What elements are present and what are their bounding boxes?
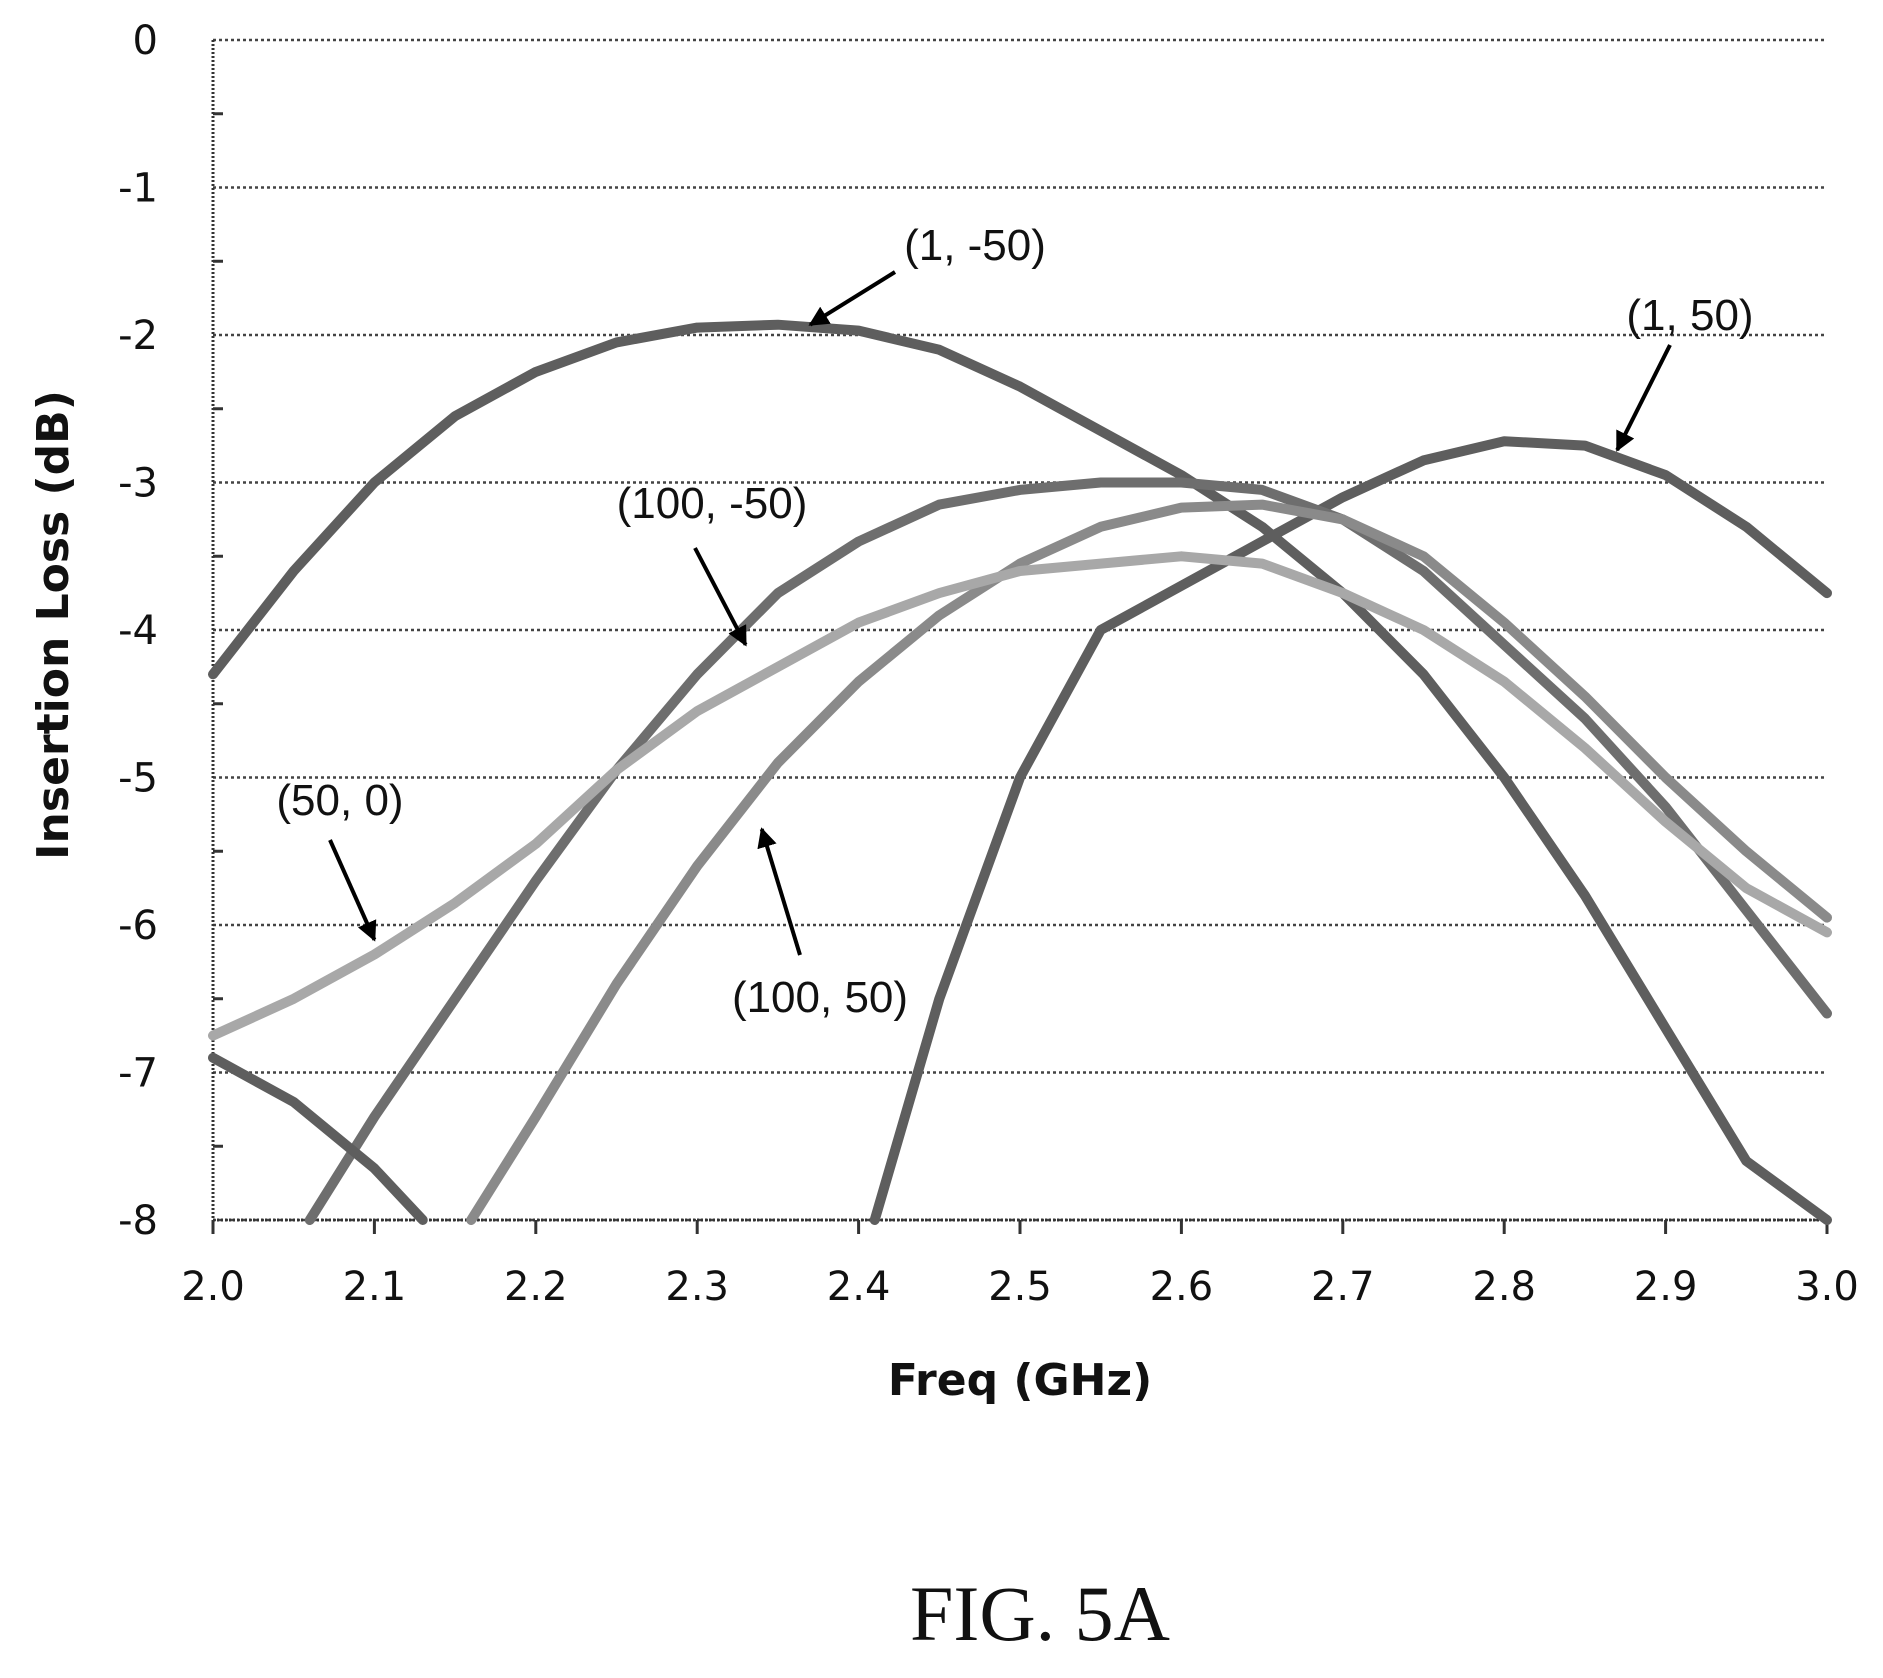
- annotation-label: (1, 50): [1626, 291, 1753, 340]
- annotation-arrow: [693, 547, 748, 647]
- series-line-50-0: [208, 551, 1832, 1041]
- axes: 0 -1 -2 -3 -4 -5 -6 -7 -8 2.0 2.1 2.2 2.3 2.4 2.5 2.6 2.…: [118, 18, 1859, 1310]
- x-tick-label: 2.3: [665, 1264, 729, 1310]
- x-tick-label: 2.2: [504, 1264, 568, 1310]
- y-tick-label: -5: [118, 756, 158, 802]
- annotation-label: (100, 50): [732, 973, 908, 1022]
- x-tick-label: 2.6: [1150, 1264, 1214, 1310]
- y-tick-label: 0: [133, 18, 158, 64]
- x-tick-label: 3.0: [1795, 1264, 1859, 1310]
- series-line-1--50: [208, 319, 1832, 1225]
- x-tick-label: 2.5: [988, 1264, 1052, 1310]
- x-tick-label: 2.7: [1311, 1264, 1375, 1310]
- series-line-1-50: [869, 436, 1832, 1225]
- annotation-arrow: [1615, 344, 1672, 452]
- annotation-layer: (1, -50) (1, 50) (100, -50) (50, 0) (100, 50…: [276, 221, 1753, 1022]
- y-axis-title: Insertion Loss (dB): [28, 390, 79, 860]
- x-tick-label: 2.4: [827, 1264, 891, 1310]
- x-axis-title: Freq (GHz): [888, 1355, 1152, 1406]
- grid-lines: [213, 38, 1827, 1222]
- annotation-label: (100, -50): [617, 479, 808, 528]
- x-tick-label: 2.8: [1472, 1264, 1536, 1310]
- y-tick-label: -6: [118, 903, 158, 949]
- x-tick-label: 2.1: [343, 1264, 407, 1310]
- series-line-unlabeled: [208, 1052, 428, 1225]
- annotation-arrow: [328, 839, 377, 942]
- figure-caption: FIG. 5A: [910, 1570, 1170, 1657]
- x-tick-label: 2.0: [181, 1264, 245, 1310]
- annotation-label: (50, 0): [276, 776, 403, 825]
- y-tick-label: -8: [118, 1198, 158, 1244]
- y-tick-label: -4: [118, 608, 158, 654]
- y-tick-label: -1: [118, 166, 158, 212]
- series-layer: [208, 319, 1832, 1225]
- y-tick-label: -7: [118, 1051, 158, 1097]
- annotation-arrow: [808, 270, 897, 327]
- series-line-100-50: [466, 499, 1832, 1225]
- annotation-arrow: [757, 827, 802, 956]
- annotation-label: (1, -50): [904, 221, 1046, 270]
- x-tick-label: 2.9: [1634, 1264, 1698, 1310]
- y-tick-label: -3: [118, 461, 158, 507]
- series-line-100--50: [304, 477, 1832, 1225]
- y-tick-label: -2: [118, 313, 158, 359]
